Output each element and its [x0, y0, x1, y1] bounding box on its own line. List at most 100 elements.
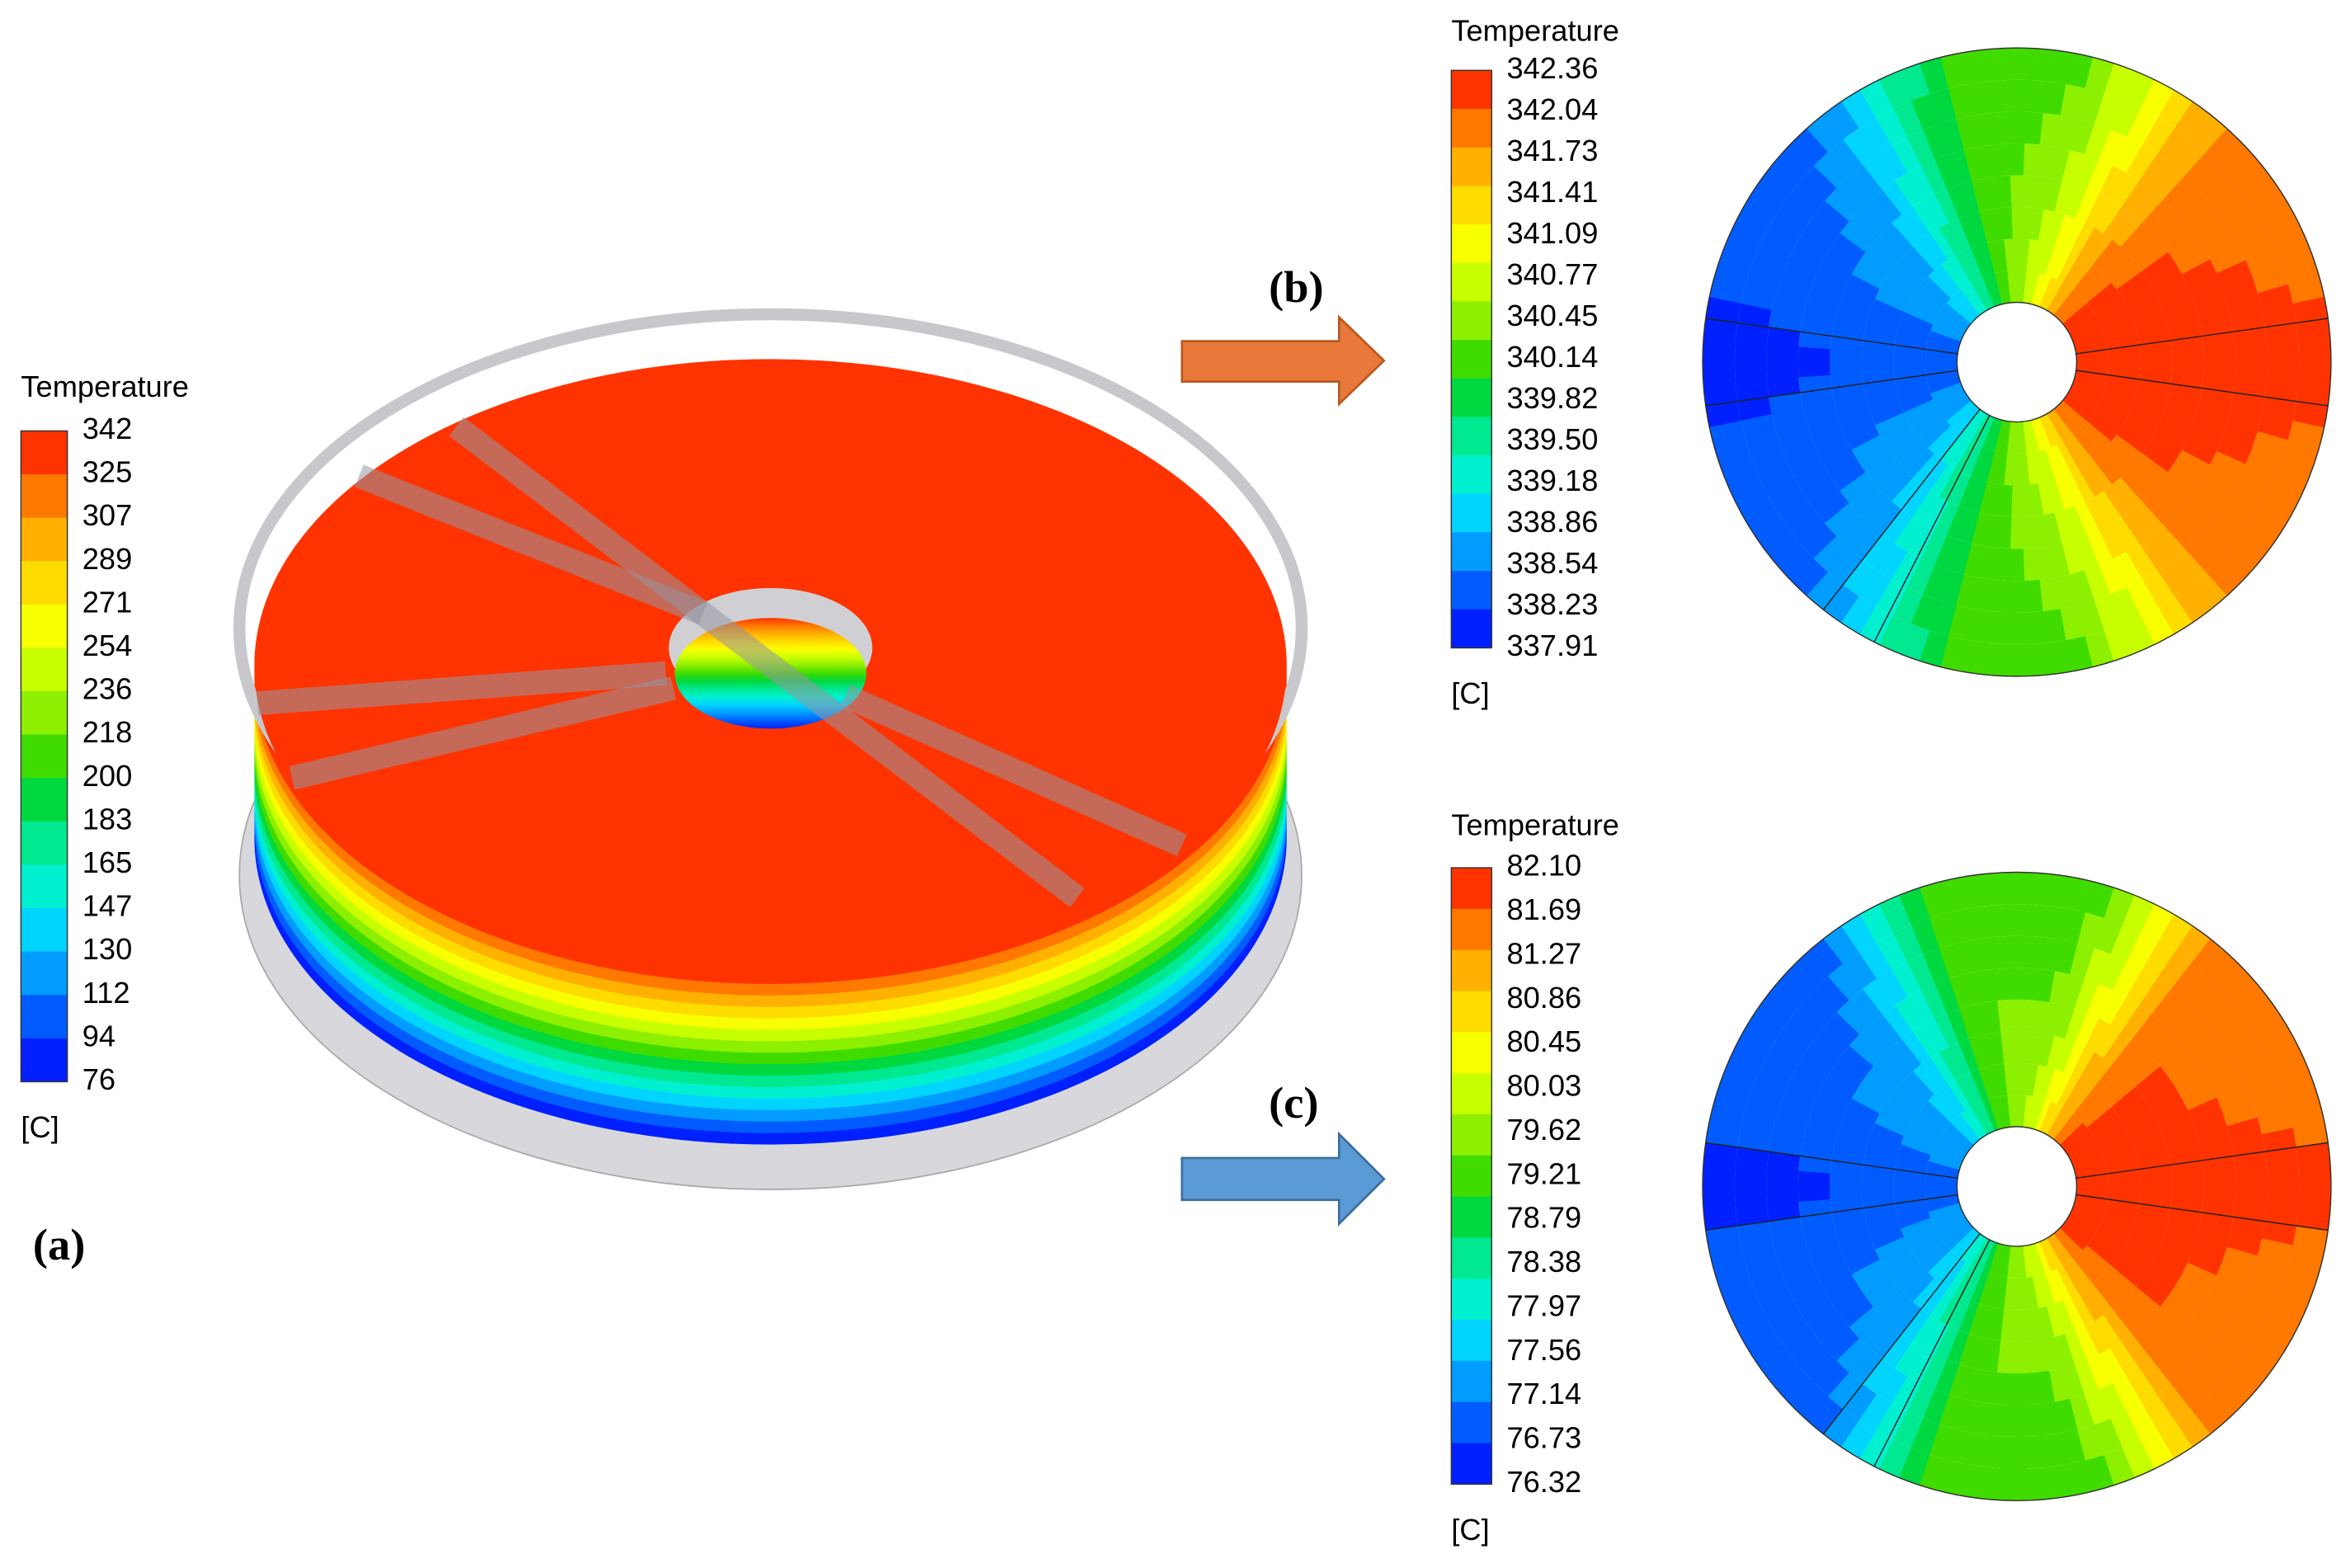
- contour-cell: [2192, 1237, 2227, 1264]
- contour-cell: [2096, 558, 2127, 596]
- contour-cell: [2116, 1251, 2149, 1279]
- contour-cell: [2124, 543, 2157, 581]
- contour-cell: [1708, 417, 1745, 450]
- contour-cell: [2119, 1334, 2152, 1369]
- contour-cell: [1836, 1120, 1872, 1144]
- contour-cell: [2135, 1212, 2169, 1231]
- contour-cell: [2069, 1143, 2101, 1163]
- contour-cell: [2028, 483, 2044, 517]
- contour-cell: [2217, 1368, 2258, 1407]
- contour-cell: [2026, 239, 2040, 272]
- legend-band: [21, 1038, 68, 1082]
- contour-cell: [2298, 340, 2331, 365]
- contour-cell: [2104, 1152, 2138, 1169]
- contour-cell: [2000, 1245, 2011, 1278]
- contour-cell: [2132, 308, 2167, 330]
- contour-cell: [1906, 129, 1938, 166]
- contour-cell: [1766, 374, 1801, 398]
- contour-cell: [2193, 214, 2231, 248]
- contour-cell: [2094, 200, 2123, 235]
- contour-cell: [1904, 1127, 1937, 1150]
- contour-cell: [2119, 509, 2152, 545]
- contour-cell: [1804, 213, 1841, 247]
- legend-band: [1451, 70, 1492, 110]
- contour-cell: [2183, 491, 2220, 525]
- contour-cell: [1863, 328, 1896, 346]
- legend-label: 340.45: [1506, 299, 1598, 332]
- contour-cell: [1948, 254, 1972, 286]
- contour-cell: [1827, 962, 1865, 1001]
- contour-cell: [1766, 1302, 1805, 1336]
- contour-cell: [2077, 1288, 2104, 1322]
- contour-cell: [1907, 295, 1940, 319]
- contour-cell: [2000, 421, 2011, 454]
- contour-cell: [2132, 1014, 2165, 1049]
- contour-cell: [1929, 1154, 1962, 1170]
- contour-cell: [1933, 1325, 1959, 1360]
- contour-cell: [2019, 271, 2028, 304]
- contour-cell: [1964, 1236, 1987, 1266]
- contour-cell: [1970, 1068, 1990, 1102]
- contour-cell: [2116, 1095, 2150, 1123]
- contour-cell: [1825, 186, 1861, 222]
- contour-cell: [1891, 213, 1923, 247]
- contour-cell: [2090, 1114, 2122, 1139]
- contour-cell: [2037, 577, 2061, 612]
- contour-cell: [2063, 506, 2087, 541]
- contour-cell: [1987, 904, 2011, 938]
- contour-cell: [1840, 413, 1876, 439]
- contour-cell: [1928, 269, 1957, 299]
- contour-cell: [1969, 1336, 1990, 1371]
- contour-cell: [1811, 534, 1849, 572]
- contour-cell: [1928, 1094, 1957, 1123]
- contour-cell: [1750, 999, 1791, 1038]
- contour-cell: [1735, 1201, 1769, 1227]
- contour-cell: [2129, 1228, 2163, 1251]
- contour-cell: [2231, 1352, 2272, 1391]
- contour-cell: [1795, 227, 1833, 260]
- contour-cell: [1835, 512, 1871, 549]
- contour-cell: [1927, 336, 1960, 350]
- contour-cell: [2085, 194, 2113, 229]
- contour-cell: [2233, 984, 2273, 1023]
- contour-cell: [2063, 1330, 2087, 1365]
- contour-cell: [1919, 529, 1948, 565]
- contour-cell: [2086, 1240, 2117, 1267]
- contour-cell: [1962, 1268, 1983, 1302]
- contour-cell: [2273, 459, 2312, 493]
- contour-cell: [1898, 318, 1932, 337]
- contour-cell: [1760, 1349, 1801, 1389]
- contour-cell: [1759, 227, 1797, 261]
- contour-cell: [2202, 332, 2235, 351]
- legend-label: 147: [82, 889, 133, 923]
- contour-cell: [1864, 318, 1899, 337]
- contour-cell: [2068, 1084, 2094, 1115]
- contour-cell: [1816, 1260, 1852, 1290]
- contour-cell: [1898, 1142, 1932, 1161]
- contour-cell: [1891, 1038, 1923, 1071]
- contour-cell: [1912, 1113, 1943, 1138]
- contour-cell: [1840, 219, 1875, 252]
- legend-label: 341.73: [1506, 134, 1598, 167]
- contour-cell: [2023, 968, 2042, 1001]
- contour-cell: [2121, 181, 2154, 216]
- contour-cell: [1907, 1119, 1940, 1144]
- contour-cell: [1957, 1300, 1979, 1335]
- legend-title: Temperature: [1451, 808, 1619, 842]
- contour-cell: [1903, 398, 1936, 421]
- contour-cell: [1856, 1392, 1892, 1431]
- contour-cell: [2216, 1084, 2254, 1114]
- contour-cell: [2046, 412, 2069, 442]
- contour-cell: [1957, 1333, 1980, 1368]
- contour-cell: [1848, 1305, 1882, 1339]
- contour-cell: [2220, 968, 2260, 1007]
- contour-cell: [2151, 164, 2187, 201]
- contour-cell: [2097, 1348, 2127, 1385]
- contour-cell: [2184, 976, 2222, 1015]
- contour-cell: [2171, 1173, 2204, 1189]
- contour-cell: [2243, 511, 2284, 549]
- legend-band: [1451, 301, 1492, 341]
- contour-cell: [2009, 968, 2027, 1000]
- contour-cell: [1968, 211, 1989, 245]
- contour-cell: [1994, 1276, 2008, 1310]
